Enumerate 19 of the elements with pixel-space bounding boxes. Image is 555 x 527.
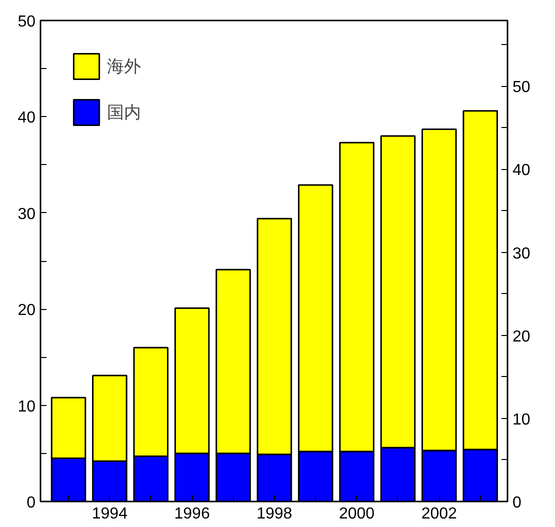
y2-tick-label: 40 — [512, 162, 530, 180]
y2-tick-label: 20 — [512, 328, 530, 346]
y2-tick-label: 0 — [512, 494, 522, 512]
y-tick-label: 0 — [26, 494, 36, 512]
x-tick-label: 1996 — [174, 506, 210, 522]
y-tick-label: 20 — [18, 302, 36, 320]
y-tick-label: 40 — [18, 110, 36, 127]
x-tick-label: 2000 — [338, 506, 375, 522]
x-tick-label: 1998 — [256, 506, 292, 522]
legend-label: 国内 — [107, 102, 141, 124]
y-tick-label: 10 — [18, 398, 36, 416]
x-tick-label: 1994 — [92, 506, 128, 522]
y-tick-label: 50 — [18, 14, 36, 30]
y2-tick-label: 30 — [512, 245, 530, 262]
y-tick-label: 30 — [18, 206, 36, 223]
y2-tick-label: 50 — [512, 79, 530, 96]
legend-label: 海外 — [107, 56, 141, 78]
y2-tick-label: 10 — [512, 411, 530, 428]
x-tick-label: 2002 — [421, 506, 458, 522]
